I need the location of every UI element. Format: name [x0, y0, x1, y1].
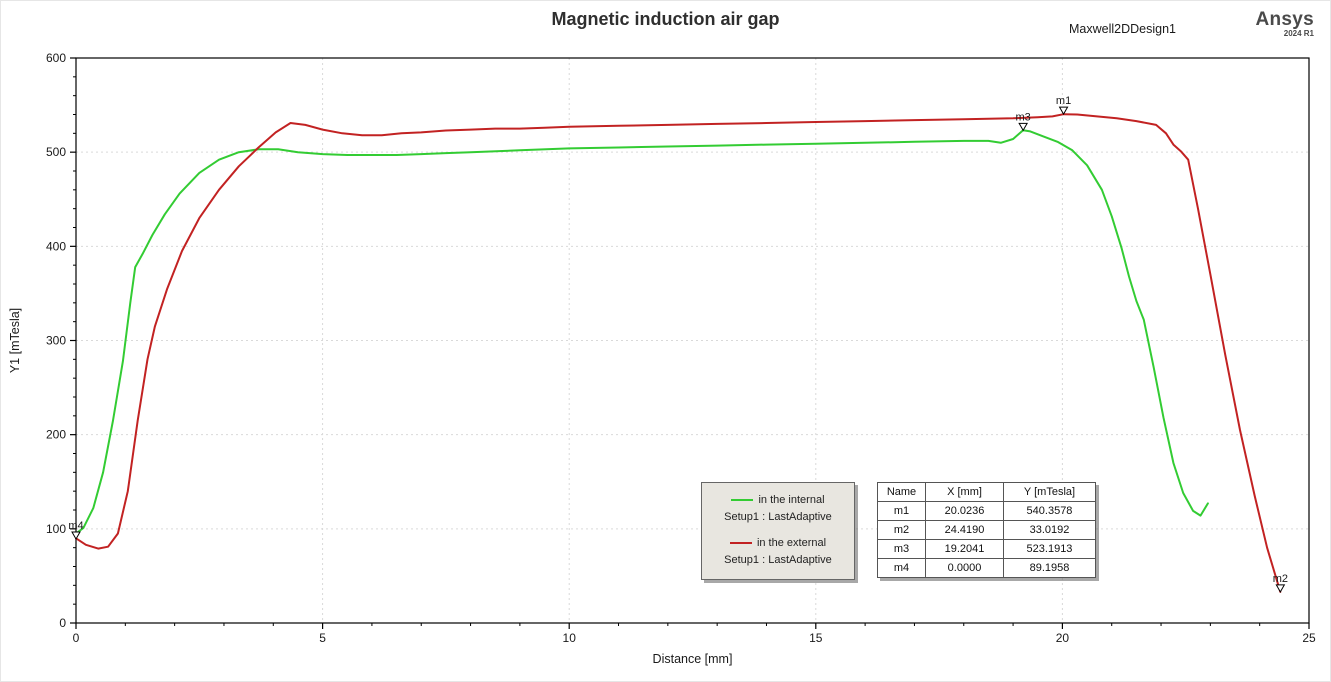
ansys-logo: Ansys 2024 R1	[1255, 10, 1314, 38]
marker-label-m4: m4	[68, 520, 83, 532]
legend-line-sample-external	[729, 541, 752, 544]
marker-table-cell: m1	[877, 501, 926, 521]
x-tick-label: 0	[73, 631, 80, 645]
marker-table-header: Name	[877, 482, 926, 502]
y-tick-label: 200	[46, 428, 66, 442]
y-axis-title: Y1 [mTesla]	[8, 308, 22, 373]
marker-table-header: X [mm]	[925, 482, 1004, 502]
x-tick-label: 25	[1302, 631, 1316, 645]
ansys-version-text: 2024 R1	[1283, 28, 1314, 38]
y-tick-label: 500	[46, 145, 66, 159]
legend-label: in the internal	[758, 493, 825, 506]
legend-item-external: in the external Setup1 : LastAdaptive	[706, 534, 850, 566]
legend-label: in the external	[756, 536, 827, 549]
y-tick-label: 0	[59, 616, 66, 630]
marker-table-cell: m3	[877, 539, 926, 559]
marker-table-cell: 24.4190	[925, 520, 1004, 540]
marker-triangle-m1	[1058, 106, 1069, 116]
marker-table-cell: m4	[877, 558, 926, 578]
x-tick-label: 5	[319, 631, 326, 645]
marker-table-cell: m2	[877, 520, 926, 540]
marker-triangle-m4	[71, 531, 81, 541]
marker-table-cell: 20.0236	[925, 501, 1004, 521]
series-line-external	[75, 113, 1282, 593]
marker-label-m3: m3	[1016, 111, 1031, 123]
marker-label-m2: m2	[1273, 573, 1288, 585]
legend-setup-label: Setup1 : LastAdaptive	[724, 554, 832, 566]
legend: in the internal Setup1 : LastAdaptive in…	[701, 482, 855, 580]
marker-triangle-m2	[1275, 584, 1286, 593]
chart-title: Magnetic induction air gap	[551, 9, 780, 29]
y-tick-label: 600	[46, 51, 66, 65]
marker-table-row: m4 0.0000 89.1958	[877, 558, 1096, 578]
marker-table-cell: 0.0000	[925, 558, 1004, 578]
marker-table: Name X [mm] Y [mTesla] m1 20.0236 540.3578…	[877, 482, 1096, 578]
x-tick-label: 15	[809, 631, 823, 645]
marker-table-cell: 89.1958	[1003, 558, 1096, 578]
ansys-logo-text: Ansys	[1255, 9, 1314, 30]
x-axis-title: Distance [mm]	[653, 652, 733, 666]
marker-table-body: m1 20.0236 540.3578 m2 24.4190 33.0192 m3 19.20…	[877, 501, 1096, 578]
marker-table-cell: 19.2041	[925, 539, 1004, 559]
marker-table-cell: 540.3578	[1003, 501, 1096, 521]
marker-table-row: m3 19.2041 523.1913	[877, 539, 1096, 559]
design-name-label: Maxwell2DDesign1	[1069, 22, 1176, 36]
marker-table-header: Y [mTesla]	[1003, 482, 1096, 502]
marker-table-row: m1 20.0236 540.3578	[877, 501, 1096, 521]
plot-frame	[75, 57, 1310, 624]
marker-table-row: m2 24.4190 33.0192	[877, 520, 1096, 540]
marker-label-m1: m1	[1056, 95, 1071, 107]
marker-triangle-m3	[1018, 122, 1029, 132]
y-tick-label: 100	[46, 522, 66, 536]
marker-table-cell: 523.1913	[1003, 539, 1096, 559]
marker-table-header-row: Name X [mm] Y [mTesla]	[877, 482, 1096, 502]
x-tick-label: 20	[1056, 631, 1070, 645]
y-tick-label: 300	[46, 334, 66, 348]
x-tick-label: 10	[563, 631, 577, 645]
marker-table-cell: 33.0192	[1003, 520, 1096, 540]
y-tick-label: 400	[46, 239, 66, 253]
legend-line-sample-internal	[731, 498, 754, 501]
series-line-internal	[75, 129, 1209, 535]
legend-item-internal: in the internal Setup1 : LastAdaptive	[706, 491, 850, 523]
legend-setup-label: Setup1 : LastAdaptive	[724, 511, 832, 523]
